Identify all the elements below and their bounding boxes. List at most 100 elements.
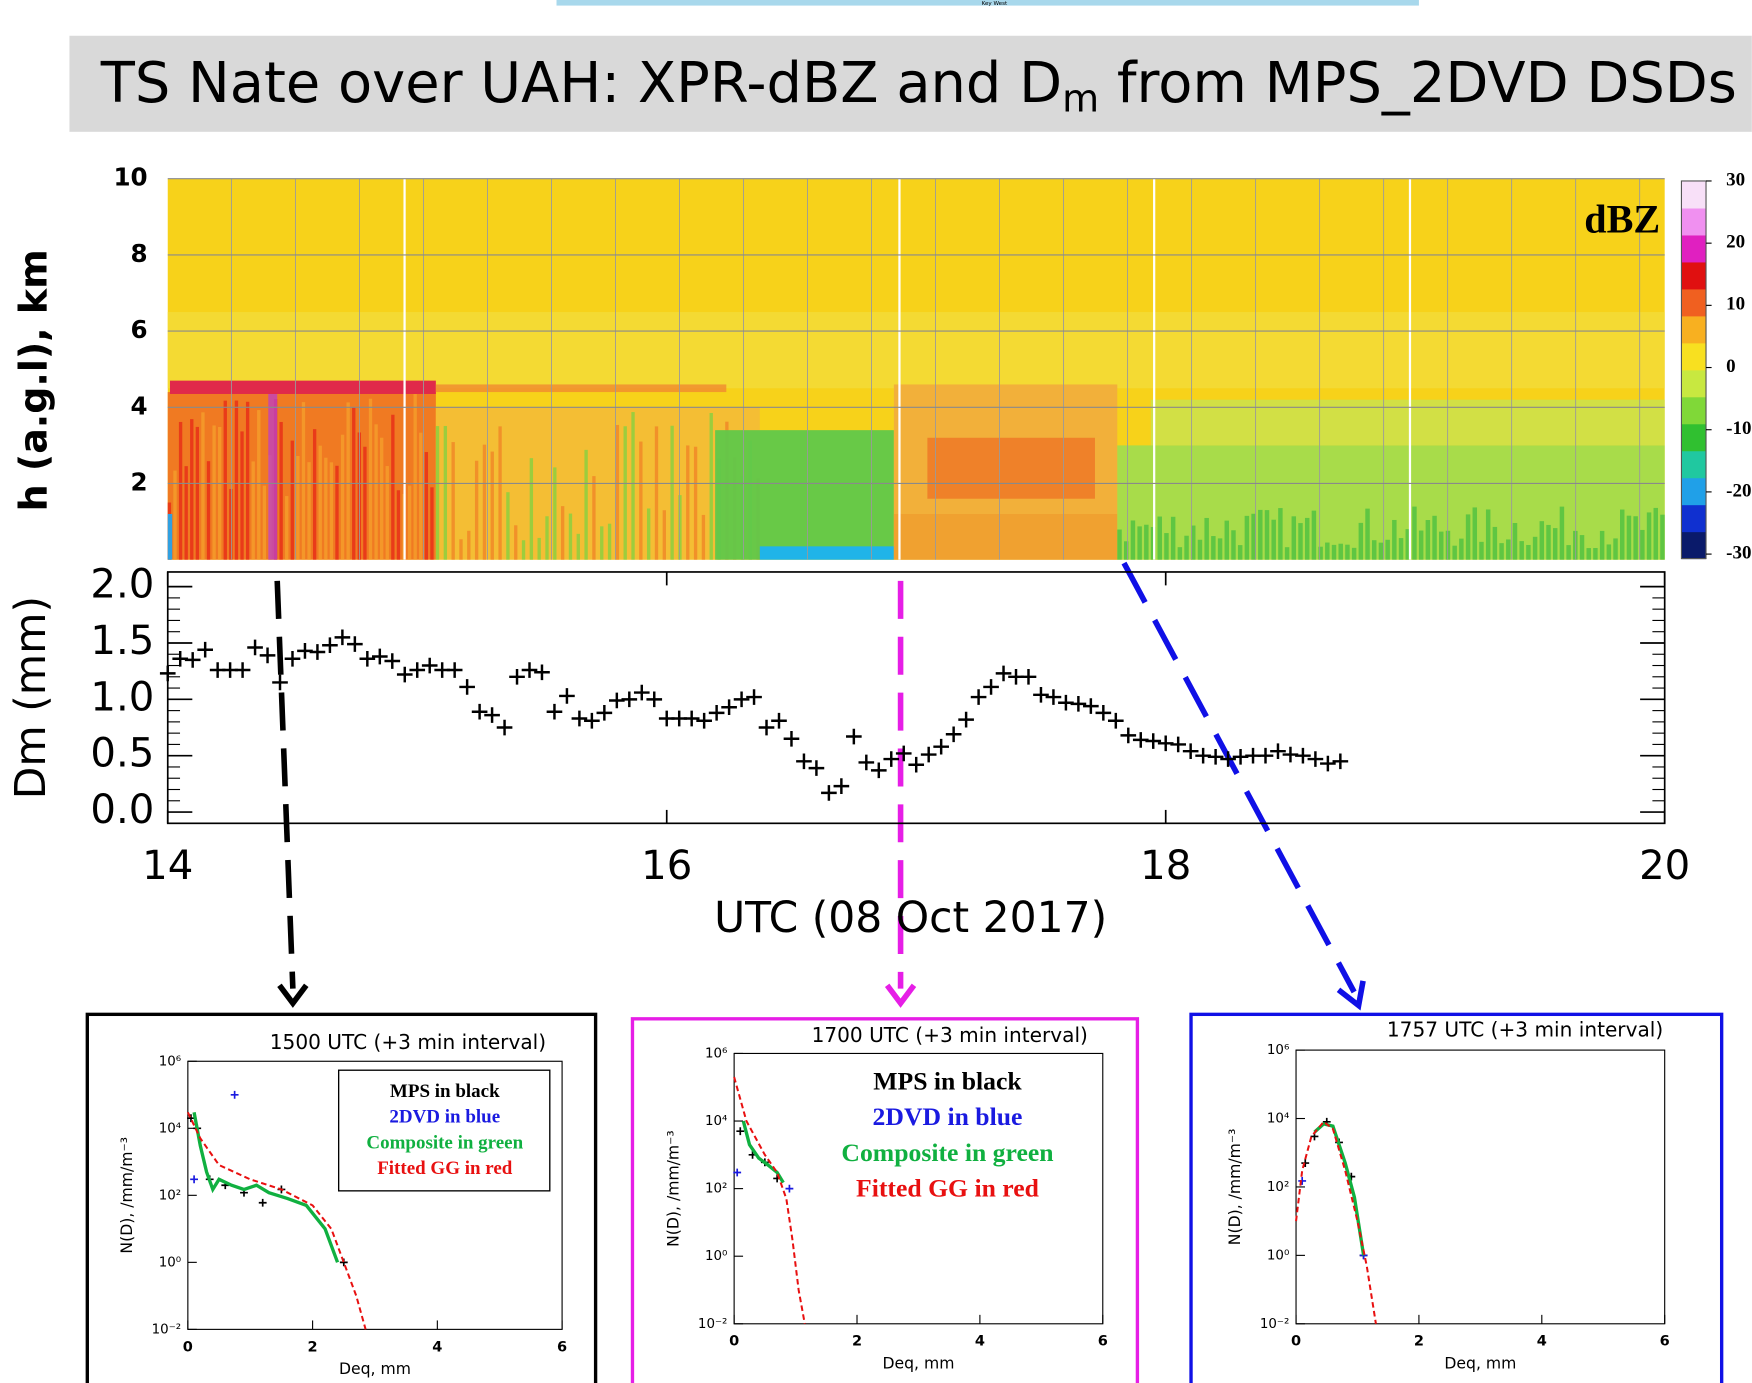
data-point xyxy=(1220,751,1236,767)
data-point xyxy=(322,637,338,654)
fit-line xyxy=(733,1076,806,1324)
y-axis-label: Dm (mm) xyxy=(7,596,56,799)
radar-echo xyxy=(218,426,222,560)
data-point xyxy=(584,712,600,729)
y-tick-label: 10⁻² xyxy=(1260,1317,1289,1332)
radar-echo xyxy=(1271,519,1276,560)
data-point xyxy=(409,662,426,678)
colorbar-cell xyxy=(1681,450,1707,479)
radar-echo xyxy=(639,441,643,560)
arrow-line xyxy=(1121,561,1357,994)
data-point xyxy=(1270,743,1286,760)
radar-echo xyxy=(678,495,682,560)
radar-echo xyxy=(459,539,463,560)
y-tick-label: 10 xyxy=(113,163,147,192)
radar-echo xyxy=(1117,529,1122,560)
radar-echo xyxy=(167,513,173,560)
radar-echo xyxy=(654,426,659,560)
radar-echo xyxy=(1566,545,1571,560)
data-point xyxy=(184,652,201,668)
radar-echo xyxy=(368,398,373,560)
data-point xyxy=(1307,751,1324,767)
data-point xyxy=(1083,698,1099,714)
data-point xyxy=(1207,748,1224,765)
x-tick-label: 2 xyxy=(308,1339,318,1355)
radar-echo xyxy=(1640,529,1645,560)
radar-echo xyxy=(1559,506,1565,560)
data-point xyxy=(359,650,376,667)
radar-echo xyxy=(307,462,311,560)
legend-entry: Composite in green xyxy=(841,1138,1053,1167)
data-point xyxy=(1298,1177,1307,1185)
data-point xyxy=(1045,689,1062,705)
data-point xyxy=(484,707,500,723)
colorbar-tick-label: 10 xyxy=(1726,294,1745,315)
radar-echo xyxy=(1298,523,1303,560)
x-tick-label: 6 xyxy=(557,1339,567,1355)
data-point xyxy=(546,703,563,720)
data-point xyxy=(983,679,999,695)
radar-echo xyxy=(1519,541,1524,560)
y-tick-label: 1.5 xyxy=(90,618,154,664)
data-point xyxy=(347,636,363,652)
data-point xyxy=(247,639,263,656)
radar-echo xyxy=(173,470,177,560)
radar-echo xyxy=(1318,546,1323,560)
data-point xyxy=(785,1184,794,1193)
data-point xyxy=(259,647,276,664)
radar-echo xyxy=(686,445,690,560)
data-point xyxy=(509,668,525,685)
radar-echo xyxy=(715,430,894,560)
data-point xyxy=(833,778,850,794)
data-point xyxy=(920,746,937,763)
radar-echo xyxy=(615,424,620,560)
radar-echo xyxy=(435,426,440,560)
radar-echo xyxy=(584,449,588,560)
radar-echo xyxy=(1184,535,1189,560)
data-point xyxy=(908,756,925,773)
data-point xyxy=(496,719,513,736)
radar-echo xyxy=(329,462,334,560)
radar-echo xyxy=(257,410,261,560)
panel-frame xyxy=(1189,1012,1724,1383)
map-strip xyxy=(556,0,1419,6)
x-axis-label: Deq, mm xyxy=(339,1359,411,1378)
y-tick-label: 2 xyxy=(131,467,148,496)
data-point xyxy=(958,711,974,728)
radar-echo xyxy=(190,419,194,560)
radar-echo xyxy=(1217,538,1223,560)
x-tick-label: 2 xyxy=(852,1334,862,1350)
radar-echo xyxy=(521,540,526,560)
radar-echo xyxy=(443,425,448,560)
data-point xyxy=(334,629,351,646)
radar-echo xyxy=(506,492,510,560)
data-point xyxy=(371,648,388,665)
radar-echo xyxy=(1264,510,1270,560)
data-point xyxy=(933,738,949,755)
data-point xyxy=(895,745,912,762)
radar-echo xyxy=(268,392,278,560)
radar-echo xyxy=(1197,539,1203,560)
data-point xyxy=(1107,712,1124,729)
data-point xyxy=(883,751,900,767)
data-point xyxy=(783,730,800,747)
radar-echo xyxy=(1485,509,1491,560)
data-point xyxy=(1182,743,1199,760)
data-point xyxy=(796,753,812,770)
radar-echo xyxy=(467,530,471,560)
colorbar-cell xyxy=(1681,531,1707,560)
data-point xyxy=(1295,747,1311,764)
radar-echo xyxy=(474,460,479,560)
colorbar-cell xyxy=(1681,396,1707,425)
data-point xyxy=(1320,755,1336,772)
radar-echo xyxy=(385,466,389,560)
radar-echo xyxy=(1552,528,1558,560)
radar-echo xyxy=(1284,547,1290,560)
x-tick-label: 4 xyxy=(1537,1334,1547,1350)
radar-echo xyxy=(1512,522,1518,560)
y-tick-label: 10⁴ xyxy=(705,1114,727,1129)
data-point xyxy=(771,712,787,729)
radar-echo xyxy=(212,425,216,560)
radar-echo xyxy=(1646,512,1652,560)
colorbar-cell xyxy=(1681,369,1707,398)
